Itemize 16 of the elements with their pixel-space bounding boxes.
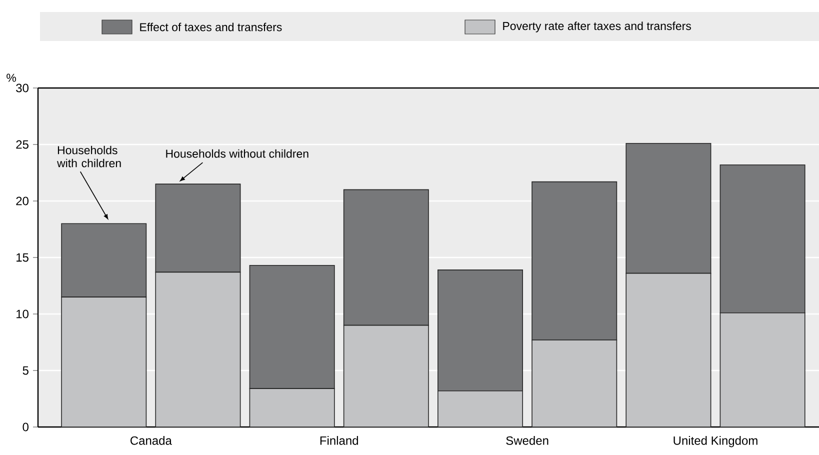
y-tick-label: 15 — [16, 253, 28, 262]
annotation: Households with children — [57, 146, 121, 168]
x-tick-label: United Kingdom — [674, 436, 758, 448]
y-tick-label: 30 — [16, 84, 28, 92]
y-tick-label: 5 — [22, 366, 28, 375]
annotation: Households without children — [166, 149, 308, 158]
y-tick-label: 20 — [16, 196, 28, 206]
x-tick-label: Sweden — [506, 436, 548, 445]
x-tick-label: Canada — [130, 436, 172, 445]
y-tick-label: 10 — [16, 310, 28, 318]
y-tick-label: 25 — [16, 140, 28, 149]
y-axis-title: % — [6, 74, 16, 82]
legend-label: Poverty rate after taxes and transfers — [503, 22, 691, 32]
x-tick-label: Finland — [320, 436, 358, 445]
legend-label: Effect of taxes and transfers — [140, 22, 282, 32]
y-tick-label: 0 — [22, 422, 28, 432]
